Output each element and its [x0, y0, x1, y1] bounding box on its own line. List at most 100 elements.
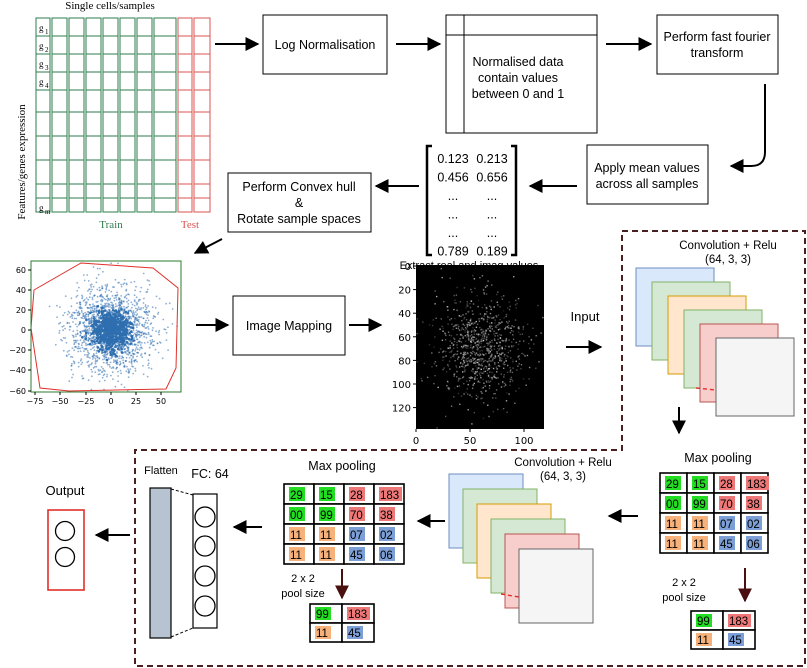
image-pixel — [489, 356, 492, 358]
scatter-point — [124, 310, 128, 314]
pool-result-value: 183 — [348, 609, 367, 621]
image-pixel — [494, 393, 496, 395]
scatter-point — [134, 307, 137, 310]
image-pixel — [499, 358, 501, 360]
image-pixel — [494, 362, 496, 365]
image-pixel — [462, 336, 464, 338]
image-pixel — [523, 340, 525, 342]
scatter-x-tick: 50 — [156, 397, 166, 406]
scatter-point — [120, 295, 123, 297]
image-pixel — [506, 321, 508, 323]
scatter-point — [63, 311, 66, 314]
gene-label: g — [39, 203, 44, 213]
scatter-point — [127, 310, 130, 313]
scatter-point — [153, 315, 156, 318]
pool-cell-highlight — [319, 527, 335, 541]
scatter-point — [75, 309, 78, 312]
scatter-point — [94, 361, 97, 363]
scatter-point — [133, 294, 136, 297]
image-pixel — [439, 328, 441, 330]
scatter-point — [99, 323, 102, 327]
image-pixel — [463, 287, 466, 289]
scatter-point — [144, 305, 147, 308]
matrix-cell — [136, 89, 153, 113]
image-pixel — [467, 345, 469, 347]
image-pixel — [500, 347, 503, 349]
image-pixel — [510, 345, 513, 347]
scatter-point — [109, 351, 112, 354]
scatter-point — [72, 335, 75, 337]
image-pixel — [471, 348, 473, 350]
image-y-tick: 100 — [392, 380, 411, 391]
scatter-point — [165, 302, 168, 305]
scatter-point — [62, 349, 65, 352]
image-pixel — [490, 306, 492, 308]
image-pixel — [495, 325, 497, 327]
pool-cell-value: 28 — [350, 490, 363, 502]
image-pixel — [504, 339, 506, 342]
scatter-point — [95, 350, 98, 352]
scatter-point — [135, 346, 138, 349]
image-pixel — [465, 307, 467, 309]
scatter-point — [81, 361, 84, 364]
image-pixel — [485, 332, 487, 334]
image-pixel — [545, 344, 546, 345]
matrix-cell — [102, 71, 119, 91]
scatter-point — [99, 348, 102, 351]
scatter-point — [167, 326, 169, 329]
pool-cell-value: 11 — [290, 550, 302, 562]
scatter-point — [89, 357, 91, 359]
image-pixel — [453, 340, 456, 343]
scatter-point — [89, 304, 91, 306]
image-pixel — [502, 352, 504, 354]
scatter-point — [105, 286, 108, 288]
image-pixel — [465, 391, 467, 394]
scatter-point — [158, 297, 161, 300]
image-pixel — [466, 301, 468, 303]
scatter-point — [103, 304, 105, 307]
scatter-point — [101, 329, 105, 333]
pool-result-value: 11 — [316, 628, 328, 640]
scatter-point — [140, 353, 143, 355]
scatter-point — [142, 272, 145, 275]
scatter-point — [148, 346, 151, 349]
scatter-point — [120, 357, 123, 360]
image-pixel — [472, 346, 475, 348]
scatter-point — [92, 356, 95, 359]
image-pixel — [470, 377, 473, 379]
image-pixel — [468, 323, 470, 326]
image-pixel — [503, 374, 505, 376]
image-pixel — [487, 360, 490, 362]
image-pixel — [540, 332, 542, 334]
image-pixel — [478, 367, 480, 369]
pool-result-value: 183 — [729, 616, 748, 628]
image-pixel — [434, 361, 437, 363]
image-pixel — [473, 329, 476, 331]
scatter-y-tick: −40 — [9, 366, 26, 375]
pool-result-highlight — [728, 633, 744, 646]
image-pixel — [478, 360, 480, 362]
scatter-point — [90, 283, 93, 286]
image-pixel — [497, 347, 499, 350]
scatter-point — [81, 294, 83, 297]
scatter-point — [87, 364, 90, 367]
image-pixel — [495, 377, 497, 379]
scatter-point — [138, 316, 141, 319]
image-pixel — [504, 328, 506, 330]
image-pixel — [463, 316, 466, 319]
scatter-point — [106, 353, 108, 356]
image-pixel — [474, 377, 476, 379]
image-pixel — [472, 340, 475, 342]
scatter-point — [146, 279, 149, 282]
image-pixel — [420, 377, 422, 380]
scatter-point — [122, 345, 125, 348]
image-pixel — [442, 368, 444, 371]
image-pixel — [484, 370, 487, 373]
scatter-point — [113, 320, 116, 324]
scatter-point — [152, 327, 154, 329]
scatter-point — [124, 316, 127, 319]
scatter-point — [66, 351, 69, 353]
scatter-point — [161, 357, 164, 360]
scatter-point — [93, 343, 96, 346]
expression-matrix: Single cells/samples Features/genes expr… — [16, 0, 211, 231]
